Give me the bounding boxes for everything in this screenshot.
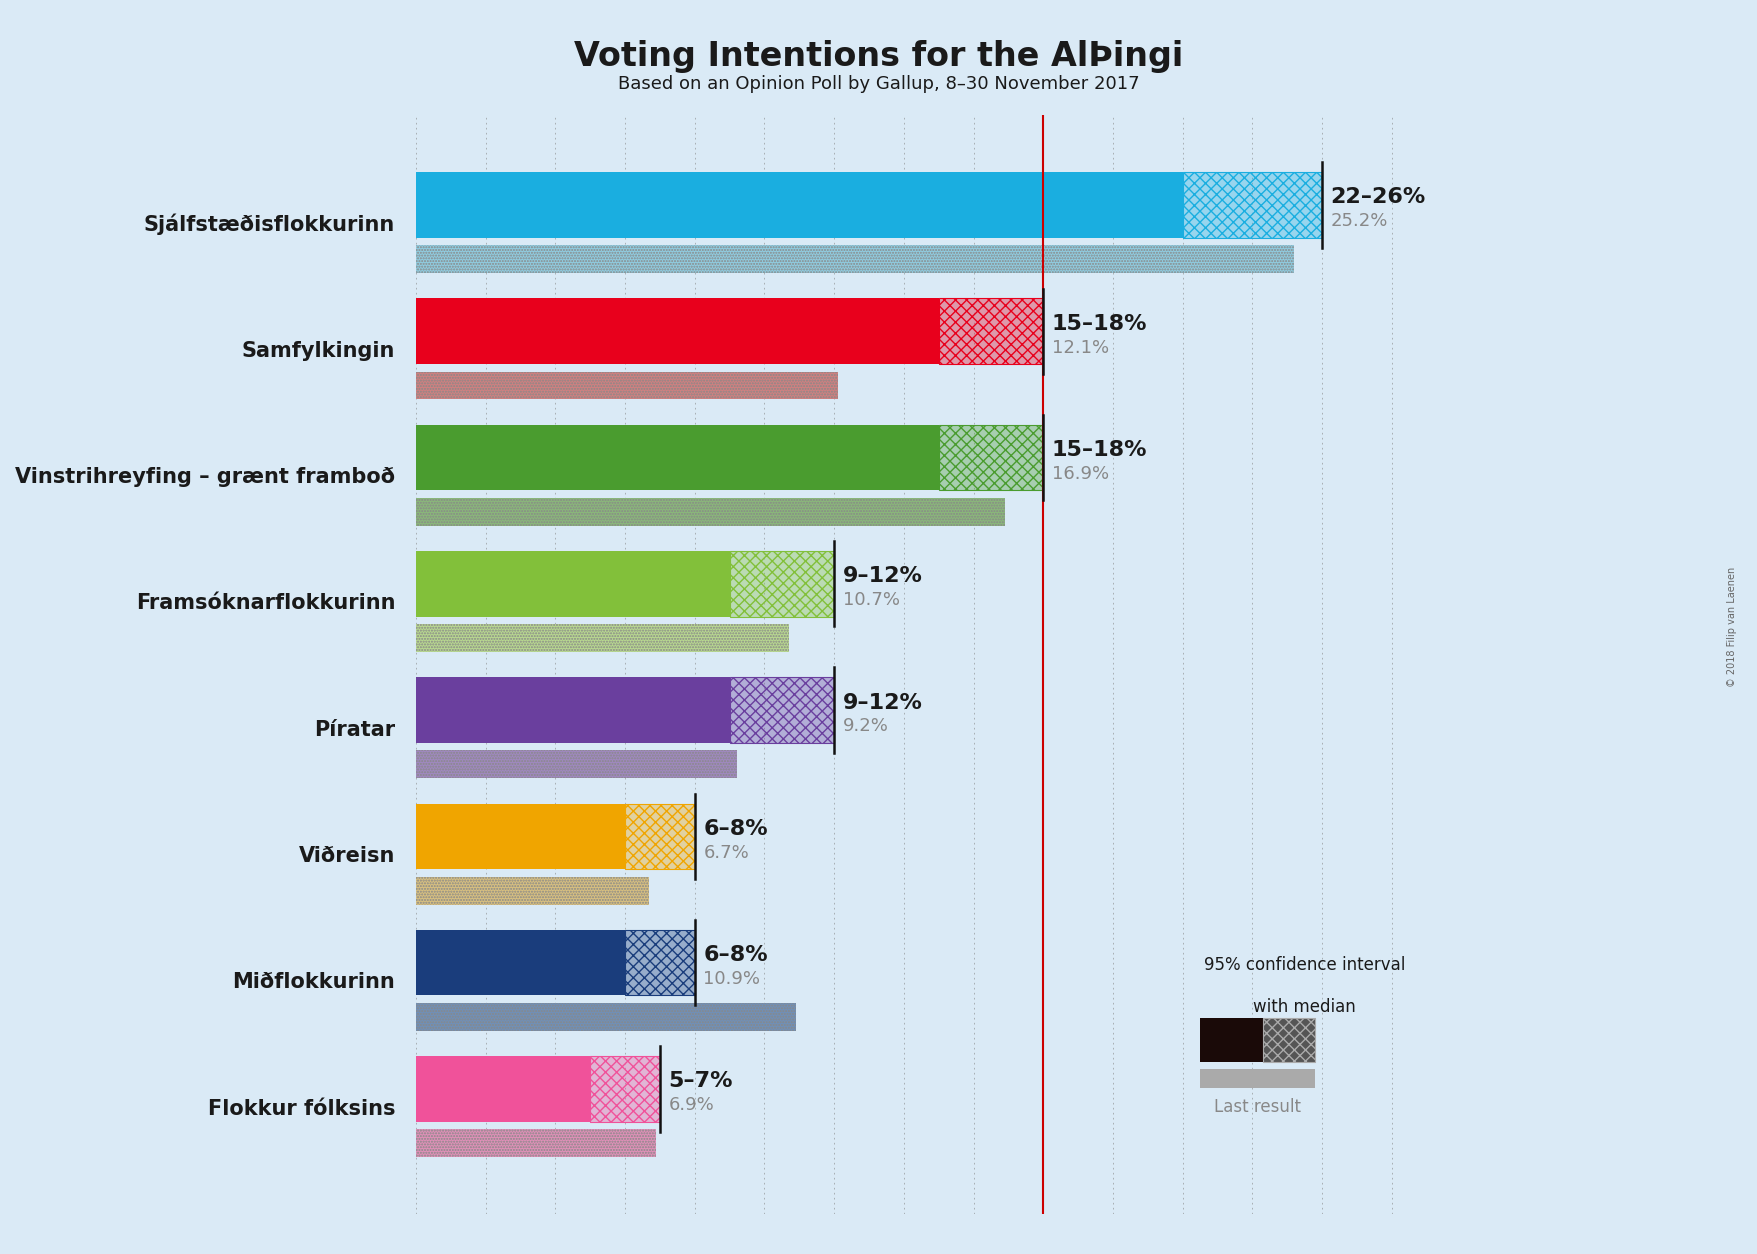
Bar: [416, 1003, 796, 1031]
Bar: [590, 1056, 659, 1122]
Bar: [729, 551, 833, 617]
Bar: [1200, 1018, 1262, 1062]
Text: © 2018 Filip van Laenen: © 2018 Filip van Laenen: [1725, 567, 1736, 687]
Text: 9–12%: 9–12%: [842, 692, 922, 712]
Text: 22–26%: 22–26%: [1330, 187, 1425, 207]
Bar: [1262, 1018, 1314, 1062]
Bar: [625, 929, 694, 996]
Bar: [1182, 172, 1321, 238]
Text: with median: with median: [1253, 998, 1355, 1016]
Bar: [416, 1130, 655, 1157]
Bar: [416, 1003, 796, 1031]
Text: 16.9%: 16.9%: [1051, 465, 1109, 483]
Bar: [416, 929, 625, 996]
Bar: [729, 677, 833, 742]
Bar: [416, 371, 836, 400]
Bar: [416, 371, 836, 400]
Bar: [416, 877, 648, 904]
Text: Last result: Last result: [1214, 1097, 1300, 1116]
Text: 6.7%: 6.7%: [703, 844, 748, 861]
Bar: [1200, 1068, 1314, 1087]
Bar: [416, 425, 938, 490]
Bar: [416, 804, 625, 869]
Bar: [729, 551, 833, 617]
Text: 25.2%: 25.2%: [1330, 212, 1388, 231]
Text: 6–8%: 6–8%: [703, 819, 768, 839]
Bar: [416, 551, 729, 617]
Bar: [416, 498, 1005, 525]
Text: 9.2%: 9.2%: [842, 717, 889, 736]
Bar: [416, 1056, 590, 1122]
Text: 95% confidence interval: 95% confidence interval: [1204, 956, 1404, 974]
Bar: [625, 929, 694, 996]
Bar: [1182, 172, 1321, 238]
Text: Based on an Opinion Poll by Gallup, 8–30 November 2017: Based on an Opinion Poll by Gallup, 8–30…: [618, 75, 1139, 93]
Bar: [416, 172, 1182, 238]
Text: 6–8%: 6–8%: [703, 946, 768, 966]
Bar: [416, 624, 789, 652]
Bar: [938, 425, 1042, 490]
Bar: [938, 425, 1042, 490]
Bar: [416, 624, 789, 652]
Bar: [416, 246, 1293, 273]
Bar: [625, 804, 694, 869]
Text: 15–18%: 15–18%: [1051, 314, 1147, 334]
Text: 5–7%: 5–7%: [668, 1071, 733, 1091]
Bar: [625, 804, 694, 869]
Bar: [590, 1056, 659, 1122]
Text: 9–12%: 9–12%: [842, 567, 922, 586]
Text: 12.1%: 12.1%: [1051, 339, 1109, 356]
Bar: [416, 750, 736, 779]
Bar: [416, 750, 736, 779]
Text: 15–18%: 15–18%: [1051, 440, 1147, 460]
Bar: [416, 1130, 655, 1157]
Bar: [729, 677, 833, 742]
Text: 10.9%: 10.9%: [703, 971, 761, 988]
Text: 6.9%: 6.9%: [668, 1096, 713, 1115]
Bar: [416, 498, 1005, 525]
Bar: [938, 298, 1042, 364]
Text: 10.7%: 10.7%: [842, 591, 900, 609]
Bar: [416, 246, 1293, 273]
Bar: [938, 298, 1042, 364]
Bar: [416, 298, 938, 364]
Bar: [416, 877, 648, 904]
Bar: [416, 677, 729, 742]
Text: Voting Intentions for the AlÞingi: Voting Intentions for the AlÞingi: [575, 40, 1182, 73]
